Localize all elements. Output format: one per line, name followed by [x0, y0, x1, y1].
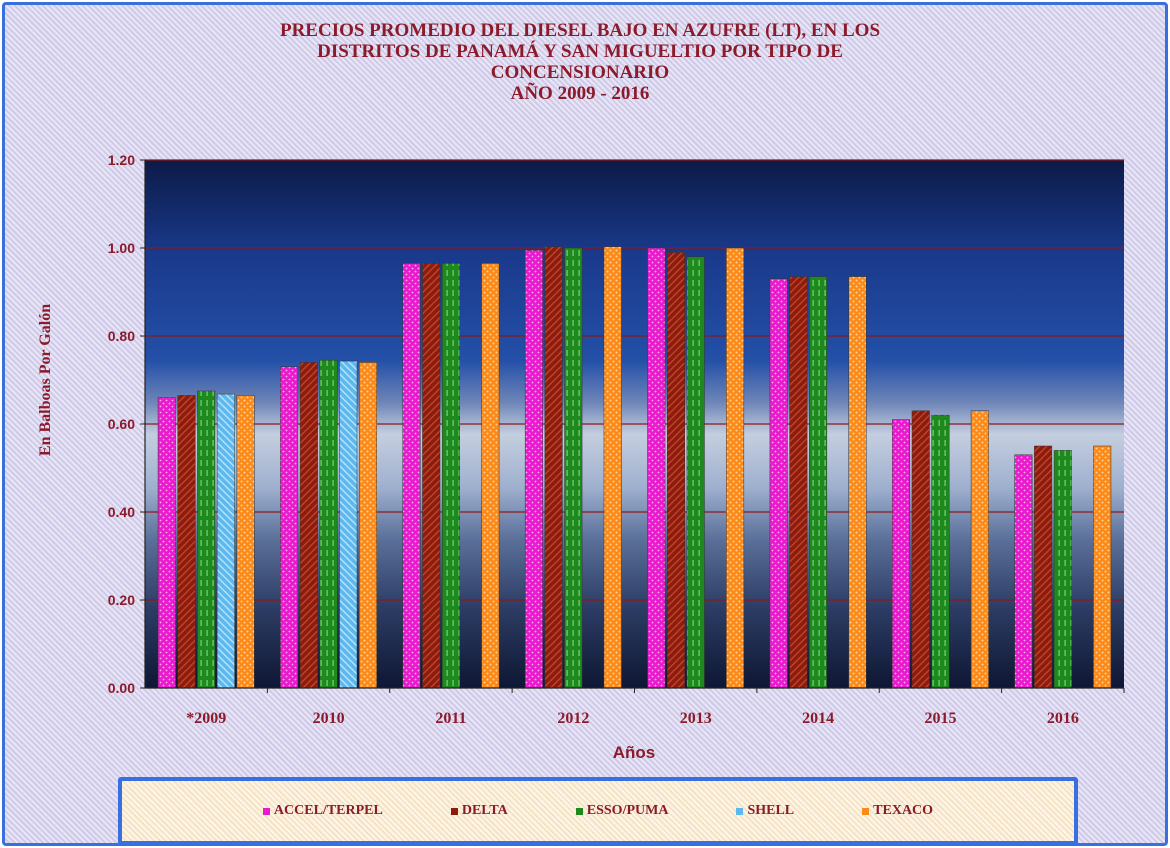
bar-esso-puma-2016 [1053, 450, 1072, 689]
bar-delta-2010 [299, 362, 318, 689]
bar-delta-2016 [1034, 445, 1053, 689]
x-axis-label: Años [613, 743, 656, 762]
legend-swatch-delta [450, 807, 458, 815]
chart-title-line-3: CONCENSIONARIO [490, 62, 670, 83]
x-tick-label: 2015 [924, 710, 956, 727]
bar-accel-terpel-2016 [1014, 454, 1033, 689]
bar-shell-2010 [339, 360, 358, 689]
legend-item-texaco: TEXACO [862, 803, 933, 819]
legend: ACCEL/TERPEL DELTA ESSO/PUMA SHELL TEXAC… [118, 777, 1078, 845]
legend-label-esso-puma: ESSO/PUMA [586, 803, 669, 818]
bar-esso-puma--2009 [197, 390, 216, 689]
x-tick-label: 2014 [802, 710, 834, 727]
legend-swatch-shell [736, 807, 744, 815]
legend-item-delta: DELTA [450, 803, 508, 819]
x-tick-label: 2013 [680, 710, 712, 727]
bar-delta-2013 [666, 252, 685, 689]
bar-accel-terpel-2011 [402, 263, 421, 689]
bar-esso-puma-2011 [441, 263, 460, 689]
x-tick-label: *2009 [186, 710, 226, 727]
legend-swatch-texaco [862, 807, 870, 815]
bar-texaco-2016 [1093, 445, 1112, 689]
chart-title: PRECIOS PROMEDIO DEL DIESEL BAJO EN AZUF… [110, 20, 1050, 104]
y-tick-label: 0.80 [108, 328, 135, 344]
chart-title-line-2: DISTRITOS DE PANAMÁ Y SAN MIGUELTIO POR … [317, 41, 843, 62]
bar-accel-terpel-2014 [769, 278, 788, 689]
bar-esso-puma-2014 [809, 276, 828, 689]
x-tick-label: 2016 [1047, 710, 1079, 727]
y-tick-label: 0.00 [108, 680, 135, 696]
x-tick-label: 2010 [313, 710, 345, 727]
legend-item-shell: SHELL [736, 803, 794, 819]
bar-esso-puma-2013 [686, 256, 705, 689]
legend-label-accel-terpel: ACCEL/TERPEL [273, 803, 383, 818]
bar-accel-terpel-2010 [280, 366, 299, 689]
y-tick-label: 0.60 [108, 416, 135, 432]
bar-delta-2014 [789, 276, 808, 689]
legend-swatch-esso-puma [575, 807, 583, 815]
legend-item-accel-terpel: ACCEL/TERPEL [262, 803, 383, 819]
bar-texaco-2014 [848, 276, 867, 689]
legend-label-delta: DELTA [461, 803, 508, 818]
bar-texaco-2010 [358, 362, 377, 689]
y-tick-label: 0.40 [108, 504, 135, 520]
bar-texaco--2009 [236, 395, 255, 689]
bar-accel-terpel-2013 [647, 247, 666, 689]
bar-delta-2015 [911, 410, 930, 689]
bar-accel-terpel--2009 [157, 397, 176, 689]
bar-texaco-2012 [603, 246, 622, 689]
chart-title-line-4: AÑO 2009 - 2016 [510, 83, 650, 104]
bar-accel-terpel-2012 [524, 249, 543, 689]
bar-esso-puma-2012 [564, 247, 583, 689]
legend-item-esso-puma: ESSO/PUMA [575, 803, 669, 819]
bar-esso-puma-2015 [931, 414, 950, 689]
bar-texaco-2015 [970, 410, 989, 689]
y-tick-label: 0.20 [108, 592, 135, 608]
bar-esso-puma-2010 [319, 359, 338, 689]
bar-accel-terpel-2015 [892, 419, 911, 689]
bar-texaco-2013 [726, 247, 745, 689]
bar-delta--2009 [177, 395, 196, 689]
bar-delta-2012 [544, 246, 563, 689]
legend-swatch-accel-terpel [262, 807, 270, 815]
legend-label-shell: SHELL [747, 803, 795, 818]
legend-label-texaco: TEXACO [873, 803, 934, 818]
y-axis-label: En Balboas Por Galón [37, 304, 54, 456]
bar-shell--2009 [216, 393, 235, 689]
bar-texaco-2011 [481, 263, 500, 689]
x-tick-label: 2012 [557, 710, 589, 727]
chart-title-line-1: PRECIOS PROMEDIO DEL DIESEL BAJO EN AZUF… [279, 20, 881, 41]
y-tick-label: 1.20 [108, 152, 135, 168]
y-tick-label: 1.00 [108, 240, 135, 256]
bar-delta-2011 [422, 263, 441, 689]
x-tick-label: 2011 [435, 710, 466, 727]
